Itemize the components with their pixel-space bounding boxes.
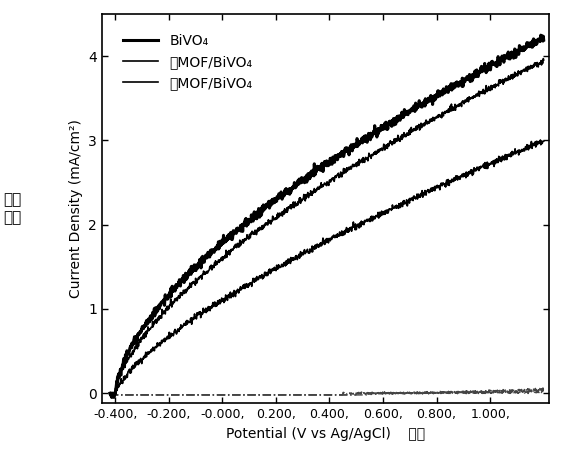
Legend: BiVO₄, 薿MOF/BiVO₄, 厜MOF/BiVO₄: BiVO₄, 薿MOF/BiVO₄, 厜MOF/BiVO₄ (118, 29, 258, 96)
Y-axis label: Current Density (mA/cm²): Current Density (mA/cm²) (68, 119, 83, 298)
Text: 电流
密度: 电流 密度 (3, 192, 22, 225)
X-axis label: Potential (V vs Ag/AgCl)    电势: Potential (V vs Ag/AgCl) 电势 (226, 427, 425, 441)
